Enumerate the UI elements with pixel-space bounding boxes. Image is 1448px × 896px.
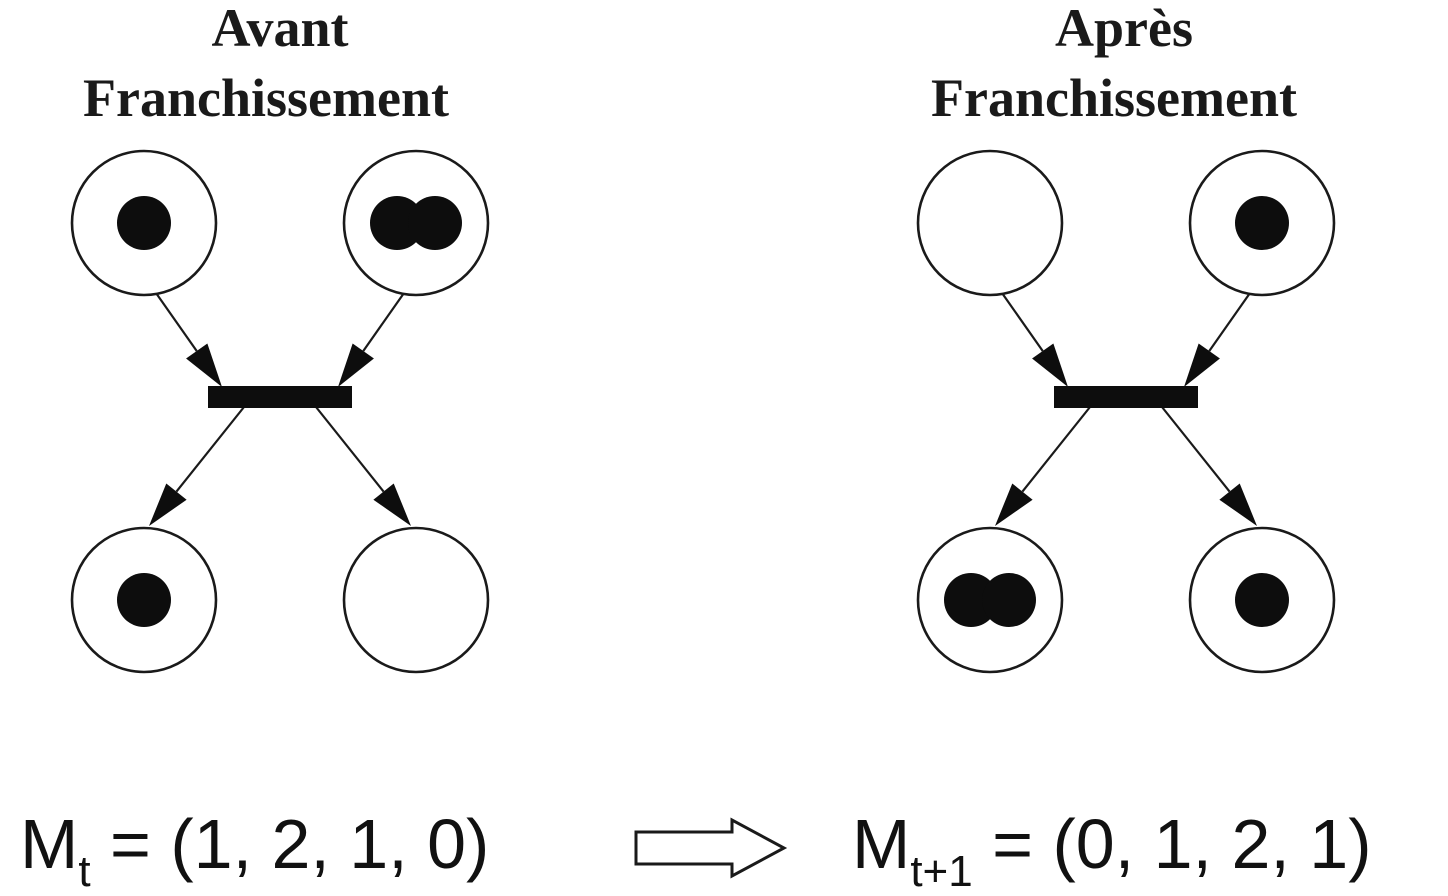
after-input-place-2 [1188,149,1336,297]
before-input-place-2 [342,149,490,297]
before-title: Avant Franchissement [83,0,449,128]
before-output-place-1 [70,526,218,674]
before-formula-values: = (1, 2, 1, 0) [91,805,490,883]
after-title-line1: Après [1055,0,1193,58]
after-arc-out-2 [1161,406,1257,526]
after-arc-in-2 [1184,292,1251,387]
after-output-place-2 [1188,526,1336,674]
after-output-place-1 [916,526,1064,674]
implies-arrow-icon [634,817,788,879]
token-dot [1235,196,1289,250]
after-input-place-1 [916,149,1064,297]
svg-text:Mt+1 = (0, 1, 2, 1): Mt+1 = (0, 1, 2, 1) [852,805,1372,896]
after-formula-values: = (0, 1, 2, 1) [973,805,1372,883]
arrowhead-icon [186,343,222,387]
after-formula-base: M [852,805,910,883]
before-input-place-1 [70,149,218,297]
token-dot [944,573,998,627]
arrowhead-icon [1184,343,1220,387]
after-arc-in-1 [1001,292,1068,387]
before-formula-base: M [20,805,78,883]
before-arc-in-1 [155,292,222,387]
before-arc-out-2 [315,406,411,526]
arrowhead-icon [1032,343,1068,387]
before-transition-bar [208,386,352,408]
before-formula-subscript: t [78,847,90,896]
arrowhead-icon [1219,483,1257,526]
after-marking-formula: Mt+1 = (0, 1, 2, 1) [852,805,1372,896]
before-title-line2: Franchissement [83,68,449,128]
arrowhead-icon [149,483,187,526]
place-circle [342,526,490,674]
arrowhead-icon [373,483,411,526]
arrowhead-icon [995,483,1033,526]
after-formula-subscript: t+1 [910,847,972,896]
net-after [916,149,1336,674]
token-dot [370,196,424,250]
token-dot [117,196,171,250]
before-output-place-2 [342,526,490,674]
before-arc-in-2 [338,292,405,387]
before-marking-formula: Mt = (1, 2, 1, 0) [20,805,489,896]
net-before [70,149,490,674]
after-title-line2: Franchissement [931,68,1297,128]
before-arc-out-1 [149,406,245,526]
before-title-line1: Avant [211,0,348,58]
arrowhead-icon [338,343,374,387]
token-dot [982,573,1036,627]
token-dot [117,573,171,627]
token-dot [408,196,462,250]
after-title: Après Franchissement [931,0,1297,128]
svg-text:Mt = (1, 2, 1, 0): Mt = (1, 2, 1, 0) [20,805,489,896]
token-dot [1235,573,1289,627]
after-transition-bar [1054,386,1198,408]
place-circle [916,149,1064,297]
after-arc-out-1 [995,406,1091,526]
